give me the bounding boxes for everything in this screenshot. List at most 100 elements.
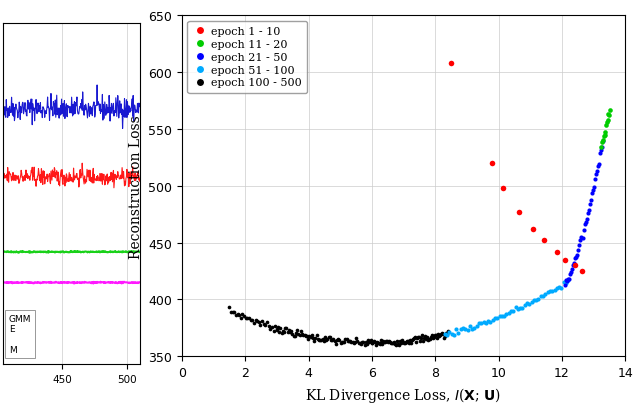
Point xyxy=(600,130,611,136)
Point xyxy=(276,330,286,337)
Point xyxy=(290,333,300,340)
Point xyxy=(598,137,608,144)
Point xyxy=(367,340,377,347)
Point xyxy=(407,337,417,344)
Point xyxy=(311,332,322,338)
Point xyxy=(517,305,528,311)
Point xyxy=(288,333,299,339)
Point xyxy=(410,334,420,340)
Point xyxy=(280,325,290,332)
Point xyxy=(235,315,246,322)
Point xyxy=(515,305,525,311)
Point xyxy=(570,262,580,269)
Point xyxy=(432,335,442,341)
Point xyxy=(443,328,453,335)
Point xyxy=(284,327,294,334)
Point xyxy=(552,249,562,255)
Point xyxy=(224,305,234,311)
Point xyxy=(567,266,577,273)
Point xyxy=(371,339,382,346)
Point xyxy=(586,197,596,204)
Point xyxy=(514,209,524,215)
Point xyxy=(283,329,293,335)
Point xyxy=(430,332,440,338)
Point xyxy=(272,326,282,333)
Point xyxy=(323,334,334,341)
Point xyxy=(604,112,614,118)
Point xyxy=(564,276,574,282)
Point xyxy=(561,277,571,284)
Point xyxy=(437,330,447,336)
Point xyxy=(355,340,365,347)
Point xyxy=(427,332,438,339)
Point xyxy=(571,255,581,261)
Point xyxy=(281,325,292,331)
Point xyxy=(533,296,544,303)
Point xyxy=(403,338,413,344)
Point xyxy=(441,331,452,337)
Point xyxy=(329,338,339,344)
Point xyxy=(396,339,406,346)
Point xyxy=(241,315,251,322)
Point xyxy=(415,337,425,344)
Point xyxy=(492,315,502,322)
Point xyxy=(545,288,555,294)
Point xyxy=(416,335,426,341)
Point xyxy=(467,326,477,332)
Point xyxy=(418,338,428,344)
Point xyxy=(326,337,336,344)
Point xyxy=(579,221,590,228)
Point xyxy=(345,338,355,344)
Point xyxy=(524,301,535,308)
Point xyxy=(408,336,419,342)
Point xyxy=(417,333,427,339)
Point xyxy=(554,284,564,290)
Point xyxy=(594,161,604,168)
Point xyxy=(576,234,586,241)
Point xyxy=(438,331,448,338)
Point xyxy=(604,112,614,119)
Point xyxy=(341,336,352,342)
Point xyxy=(558,279,568,286)
Point xyxy=(366,337,376,343)
Point xyxy=(582,210,593,217)
Point xyxy=(470,325,480,331)
Point xyxy=(522,301,532,307)
Point xyxy=(424,336,434,342)
Point xyxy=(420,333,430,340)
Point xyxy=(337,339,347,345)
Point xyxy=(255,322,265,329)
Point xyxy=(330,341,341,347)
Point xyxy=(320,333,330,340)
Point xyxy=(356,341,366,347)
Point xyxy=(346,339,357,345)
Point xyxy=(436,331,446,338)
Point xyxy=(434,333,444,340)
Point xyxy=(405,337,415,344)
Point xyxy=(285,329,295,336)
Point xyxy=(373,340,383,347)
Point xyxy=(265,326,276,332)
Point xyxy=(565,271,575,278)
X-axis label: KL Divergence Loss, $I$($\mathbf{X}$; $\mathbf{U}$): KL Divergence Loss, $I$($\mathbf{X}$; $\… xyxy=(306,385,501,403)
Point xyxy=(540,291,551,298)
Point xyxy=(603,117,613,124)
Point xyxy=(304,333,315,339)
Point xyxy=(539,237,549,244)
Point xyxy=(498,185,508,192)
Point xyxy=(478,319,489,325)
Point xyxy=(560,282,570,289)
Point xyxy=(350,339,360,346)
Point xyxy=(393,341,403,347)
Point xyxy=(563,276,574,282)
Point xyxy=(503,310,514,317)
Point xyxy=(424,336,434,342)
Point xyxy=(471,322,482,329)
Point xyxy=(449,332,459,338)
Point xyxy=(563,277,574,284)
Point xyxy=(262,319,272,325)
Point xyxy=(401,339,411,345)
Point xyxy=(574,242,584,249)
Point xyxy=(364,339,375,346)
Point xyxy=(228,309,238,315)
